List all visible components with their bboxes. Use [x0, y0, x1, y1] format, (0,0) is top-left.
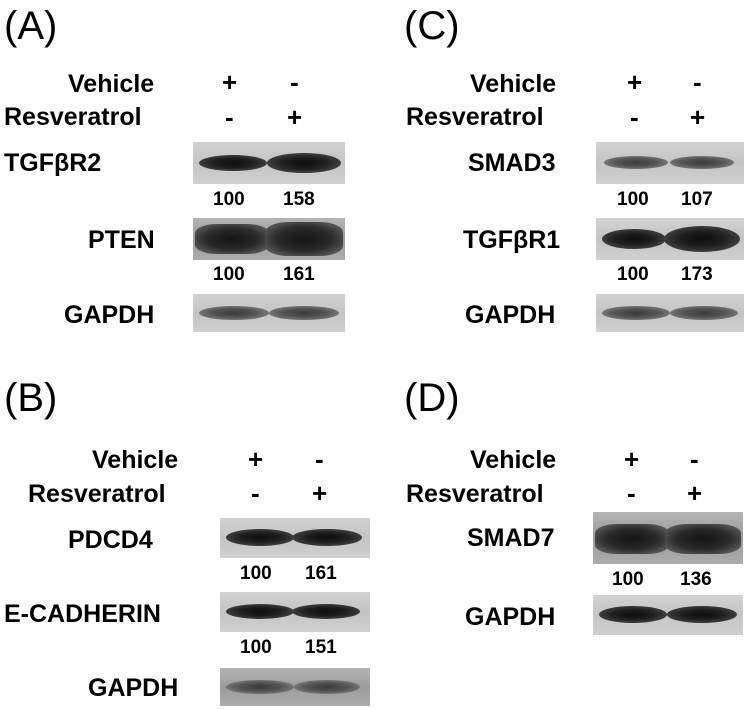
protein-label-smad3: SMAD3 [468, 149, 556, 177]
quant-lane1: 100 [240, 637, 272, 658]
band-lane2 [292, 529, 362, 546]
band-lane1 [226, 529, 294, 546]
blot-tgfbr2 [193, 142, 345, 184]
quant-lane2: 158 [283, 189, 315, 210]
resveratrol-sign-lane2: + [312, 478, 328, 508]
vehicle-sign-lane2: - [290, 67, 299, 97]
quant-lane1: 100 [213, 264, 245, 285]
resveratrol-sign-lane1: - [251, 478, 260, 508]
band-lane1 [599, 606, 667, 623]
resveratrol-sign-lane2: + [690, 102, 706, 132]
resveratrol-label: Resveratrol [406, 480, 544, 508]
band-lane2 [292, 604, 360, 619]
band-lane2 [294, 680, 360, 694]
band-lane1 [195, 224, 269, 254]
quant-lane1: 100 [617, 264, 649, 285]
vehicle-label: Vehicle [92, 446, 179, 474]
quant-lane2: 173 [681, 264, 713, 285]
panel-letter: (B) [4, 376, 58, 420]
resveratrol-sign-lane1: - [627, 478, 636, 508]
quant-lane1: 100 [213, 189, 245, 210]
band-lane1 [602, 306, 670, 320]
vehicle-sign-lane1: + [627, 67, 643, 97]
band-lane2 [670, 156, 734, 169]
protein-label-gapdh: GAPDH [64, 301, 155, 329]
blot-pdcd4 [220, 518, 370, 558]
band-lane2 [665, 524, 741, 554]
vehicle-sign-lane2: - [315, 444, 324, 474]
protein-label-pten: PTEN [88, 226, 155, 254]
protein-label-gapdh: GAPDH [465, 603, 556, 631]
band-lane1 [199, 155, 267, 171]
quant-lane1: 100 [240, 563, 272, 584]
protein-label-gapdh: GAPDH [88, 674, 179, 702]
quant-lane2: 161 [305, 563, 337, 584]
quant-lane1: 100 [617, 189, 649, 210]
vehicle-label: Vehicle [470, 70, 557, 98]
band-lane1 [604, 156, 668, 169]
band-lane1 [199, 306, 269, 320]
band-lane2 [667, 606, 737, 623]
panel-letter: (A) [4, 4, 58, 48]
blot-gapdh [596, 294, 744, 332]
resveratrol-sign-lane1: - [225, 102, 234, 132]
protein-label-tgfbr2: TGFβR2 [4, 149, 102, 177]
vehicle-sign-lane2: - [690, 444, 699, 474]
vehicle-label: Vehicle [68, 70, 155, 98]
band-lane1 [602, 229, 666, 249]
band-lane2 [664, 226, 740, 252]
band-lane2 [267, 153, 341, 173]
resveratrol-sign-lane2: + [687, 478, 703, 508]
band-lane1 [226, 680, 294, 694]
blot-pten [193, 218, 345, 260]
quant-lane2: 151 [305, 637, 337, 658]
band-lane2 [265, 222, 343, 256]
resveratrol-sign-lane2: + [287, 102, 303, 132]
resveratrol-label: Resveratrol [4, 103, 142, 131]
protein-label-smad7: SMAD7 [467, 524, 555, 552]
blot-gapdh [220, 668, 370, 706]
blot-gapdh [593, 595, 743, 635]
vehicle-sign-lane2: - [693, 67, 702, 97]
protein-label-pdcd4: PDCD4 [68, 526, 153, 554]
protein-label-e-cadherin: E-CADHERIN [4, 600, 161, 628]
quant-lane1: 100 [612, 569, 644, 590]
panel-letter: (C) [404, 4, 460, 48]
resveratrol-sign-lane1: - [630, 102, 639, 132]
band-lane2 [269, 306, 339, 320]
vehicle-sign-lane1: + [222, 67, 238, 97]
blot-e-cadherin [220, 592, 370, 632]
quant-lane2: 136 [680, 569, 712, 590]
blot-tgfbr1 [596, 218, 744, 260]
vehicle-sign-lane1: + [624, 444, 640, 474]
resveratrol-label: Resveratrol [406, 103, 544, 131]
blot-gapdh [193, 294, 345, 332]
quant-lane2: 161 [283, 264, 315, 285]
resveratrol-label: Resveratrol [28, 480, 166, 508]
vehicle-label: Vehicle [470, 446, 557, 474]
band-lane2 [670, 306, 738, 320]
band-lane1 [595, 524, 669, 554]
protein-label-gapdh: GAPDH [465, 301, 556, 329]
panel-letter: (D) [404, 376, 460, 420]
blot-smad7 [593, 512, 743, 564]
band-lane1 [226, 604, 294, 619]
vehicle-sign-lane1: + [248, 444, 264, 474]
blot-smad3 [596, 142, 744, 184]
protein-label-tgfbr1: TGFβR1 [463, 226, 561, 254]
quant-lane2: 107 [681, 189, 713, 210]
